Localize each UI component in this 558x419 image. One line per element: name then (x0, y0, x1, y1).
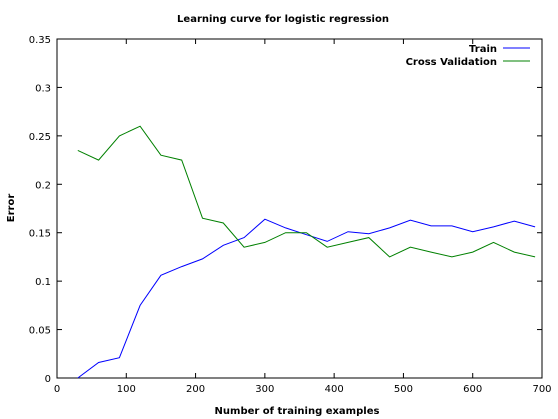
plot-area (77, 125, 536, 379)
y-tick-label: 0.35 (29, 35, 51, 46)
x-tick-label: 200 (186, 384, 205, 395)
series-line-cross-validation (77, 125, 536, 258)
x-tick-label: 700 (532, 384, 551, 395)
x-tick-label: 400 (325, 384, 344, 395)
x-tick-label: 100 (117, 384, 136, 395)
y-tick-label: 0.3 (35, 83, 51, 94)
chart-title: Learning curve for logistic regression (177, 14, 389, 25)
y-tick-label: 0.05 (29, 326, 51, 337)
x-tick-label: 0 (54, 384, 60, 395)
x-tick-label: 600 (463, 384, 482, 395)
y-tick-label: 0.25 (29, 132, 51, 143)
series-line-train (77, 218, 536, 379)
x-tick-label: 500 (394, 384, 413, 395)
y-axis-label: Error (6, 194, 17, 223)
plot-frame (56, 38, 543, 379)
axes: 0 100 200 300 400 500 600 700 0 0.05 0.1 0.15 0.2 0.2… (29, 35, 552, 395)
legend-label-train: Train (469, 44, 497, 55)
y-tick-label: 0 (45, 374, 51, 385)
legend: Train Cross Validation (406, 44, 530, 68)
x-tick-label: 300 (255, 384, 274, 395)
y-tick-label: 0.1 (35, 277, 51, 288)
legend-label-cross-validation: Cross Validation (406, 57, 497, 68)
y-tick-label: 0.2 (35, 180, 51, 191)
x-axis-label: Number of training examples (215, 406, 380, 417)
y-tick-label: 0.15 (29, 229, 51, 240)
